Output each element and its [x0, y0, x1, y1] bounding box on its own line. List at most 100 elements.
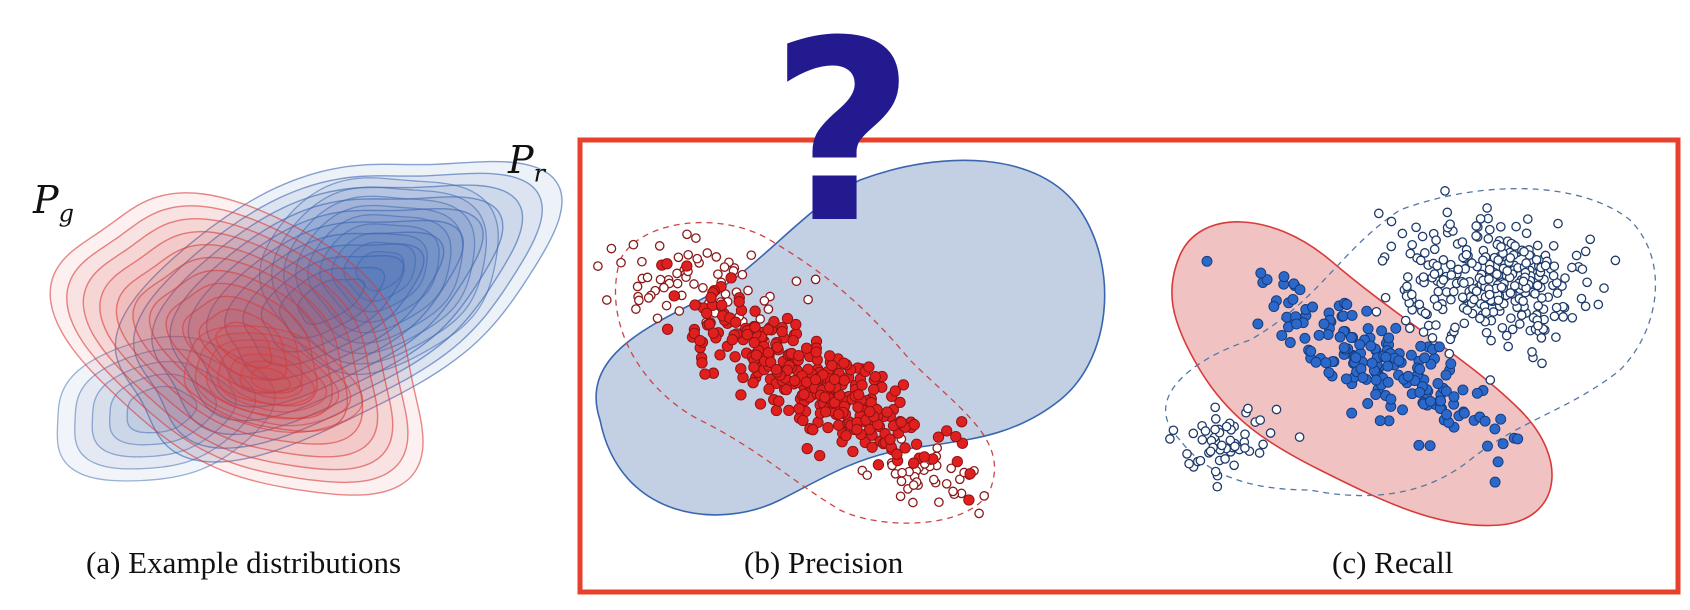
precision-inlier-point: [661, 323, 674, 335]
precision-outlier-point: [928, 474, 939, 485]
precision-inlier-point: [889, 385, 901, 397]
recall-missed-point: [1471, 231, 1481, 241]
precision-inlier-point: [840, 429, 852, 442]
precision-inlier-point: [807, 424, 819, 436]
recall-missed-point: [1536, 293, 1547, 303]
precision-inlier-point: [852, 401, 864, 413]
recall-missed-point: [1527, 347, 1537, 357]
precision-inlier-point: [771, 341, 784, 353]
recall-missed-point: [1484, 264, 1495, 275]
recall-covered-point: [1346, 309, 1358, 321]
recall-missed-point: [1505, 253, 1516, 263]
recall-missed-point: [1386, 216, 1397, 227]
recall-missed-point: [1484, 224, 1495, 235]
precision-outlier-point: [593, 261, 603, 271]
recall-missed-point: [1419, 248, 1430, 258]
precision-outlier-point: [643, 293, 654, 303]
recall-covered-point: [1305, 345, 1317, 357]
precision-outlier-point: [628, 239, 639, 250]
recall-covered-point: [1382, 376, 1394, 388]
p-gen-support: [614, 222, 996, 524]
precision-inlier-point: [730, 316, 742, 328]
recall-covered-point: [1397, 404, 1408, 416]
precision-inlier-point: [826, 359, 838, 372]
precision-outlier-point: [637, 256, 647, 267]
recall-missed-point: [1371, 306, 1382, 317]
precision-inlier-point: [819, 406, 832, 418]
recall-missed-point: [1453, 264, 1464, 275]
precision-inlier-point: [741, 328, 753, 341]
precision-inlier-point: [748, 361, 760, 373]
recall-covered-point: [1479, 415, 1491, 427]
precision-outlier-point: [634, 295, 644, 306]
recall-covered-point: [1413, 439, 1425, 451]
pr-label: Pr: [508, 138, 546, 188]
precision-inlier-point: [956, 437, 969, 449]
recall-covered-point: [1318, 318, 1330, 330]
precision-outlier-point: [934, 497, 944, 508]
precision-inlier-point: [790, 318, 802, 331]
recall-missed-point: [1414, 299, 1425, 310]
recall-missed-point: [1471, 221, 1482, 231]
pg-peak-contour: [250, 367, 292, 393]
precision-inlier-point: [963, 494, 975, 506]
precision-inlier-point: [735, 363, 747, 375]
precision-outlier-point: [791, 276, 802, 287]
recall-covered-point: [1441, 408, 1453, 420]
recall-covered-point: [1370, 389, 1382, 400]
precision-inlier-point: [894, 396, 906, 409]
recall-missed-point: [1533, 320, 1543, 331]
recall-missed-point: [1577, 264, 1588, 275]
recall-missed-point: [1373, 208, 1384, 219]
recall-missed-point: [1496, 282, 1507, 293]
precision-inlier-point: [716, 299, 728, 311]
precision-inlier-point: [733, 296, 745, 308]
recall-missed-point: [1582, 277, 1592, 288]
precision-inlier-point: [908, 419, 920, 431]
pg-peak-contour: [228, 353, 316, 406]
recall-missed-point: [1552, 288, 1563, 299]
recall-covered-point: [1445, 358, 1457, 370]
recall-missed-point: [1481, 327, 1492, 338]
precision-inlier-point: [773, 395, 785, 407]
precision-inlier-point: [770, 363, 783, 376]
precision-inlier-point: [770, 404, 783, 417]
precision-inlier-point: [907, 457, 920, 469]
recall-missed-point: [1483, 233, 1494, 244]
precision-outlier-point: [683, 249, 694, 260]
recall-missed-point: [1511, 221, 1521, 232]
recall-missed-point: [1610, 255, 1621, 266]
recall-missed-point: [1254, 448, 1265, 458]
precision-inlier-point: [897, 379, 910, 391]
recall-covered-point: [1284, 337, 1296, 348]
recall-missed-point: [1475, 213, 1486, 224]
precision-inlier-point: [705, 291, 717, 304]
recall-covered-point: [1383, 332, 1395, 344]
recall-missed-point: [1530, 288, 1540, 299]
precision-inlier-point: [872, 459, 885, 471]
recall-covered-point: [1497, 438, 1509, 450]
recall-missed-point: [1429, 244, 1440, 255]
recall-missed-point: [1462, 305, 1473, 316]
recall-missed-point: [1210, 402, 1221, 413]
recall-missed-point: [1446, 270, 1457, 280]
recall-covered-point: [1492, 456, 1504, 468]
precision-inlier-point: [838, 374, 850, 386]
precision-inlier-point: [891, 448, 903, 460]
precision-inlier-point: [950, 430, 962, 443]
recall-missed-point: [1580, 246, 1591, 257]
recall-missed-point: [1432, 301, 1443, 311]
caption-b: (b) Precision: [744, 545, 904, 580]
recall-covered-point: [1355, 363, 1367, 375]
recall-covered-point: [1307, 301, 1319, 313]
recall-covered-point: [1457, 384, 1469, 396]
pr-peak-contour: [343, 241, 417, 302]
precision-inlier-point: [793, 403, 805, 415]
precision-inlier-point: [748, 336, 760, 349]
precision-inlier-point: [819, 391, 831, 403]
precision-outlier-point: [654, 241, 665, 251]
recall-missed-point: [1461, 249, 1472, 260]
recall-missed-point: [1431, 320, 1441, 330]
recall-missed-point: [1210, 414, 1221, 424]
